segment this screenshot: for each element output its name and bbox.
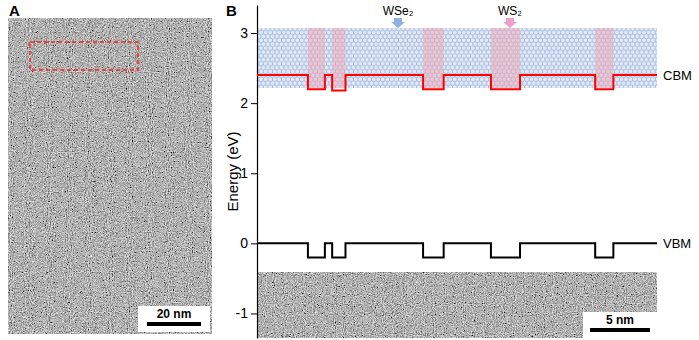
series-label: CBM	[663, 68, 692, 83]
material-label: WS₂	[498, 4, 522, 18]
ws2-band	[332, 28, 345, 88]
y-tick: 3	[240, 25, 257, 41]
y-tick-mark	[251, 103, 257, 104]
material-label: WSe₂	[383, 4, 414, 18]
arrow	[503, 18, 517, 28]
ws2-band	[423, 28, 444, 88]
y-tick: -1	[236, 305, 257, 321]
tem-strip	[257, 272, 657, 338]
selection-box	[30, 42, 138, 70]
y-tick-label: 2	[240, 95, 248, 111]
y-axis-line	[257, 6, 258, 339]
band-edge-line	[257, 243, 657, 257]
y-tick-mark	[251, 33, 257, 34]
y-tick-mark	[251, 313, 257, 314]
y-tick-label: -1	[236, 305, 249, 321]
lines	[257, 75, 657, 257]
lattice-schematic	[257, 28, 657, 88]
y-tick: 2	[240, 95, 257, 111]
ws2-band	[595, 28, 613, 88]
tem-image	[8, 18, 212, 334]
y-tick-label: 3	[240, 25, 248, 41]
ws2-bands	[308, 28, 613, 88]
scale-bar	[590, 328, 650, 332]
series-label: VBM	[663, 236, 691, 251]
y-tick-label: 0	[240, 235, 248, 251]
figure: 20 nm A B WSe₂ WS₂ 5 nm 3 2 1 0 -1 Energy (eV) CBM VB…	[0, 0, 699, 340]
y-tick-mark	[251, 243, 257, 244]
panel-label: B	[226, 2, 237, 19]
y-axis-title: Energy (eV)	[224, 131, 241, 211]
arrow	[391, 18, 405, 28]
y-tick: 1	[240, 165, 257, 181]
panel-label: A	[9, 2, 20, 19]
scale-bar-label: 20 nm	[157, 307, 192, 321]
scale-bar	[147, 322, 201, 326]
scale-bar-box	[138, 306, 210, 332]
ws2-band	[491, 28, 520, 88]
band-edge-line	[257, 75, 657, 90]
y-tick-label: 1	[240, 165, 248, 181]
ws2-band	[308, 28, 325, 88]
y-tick-mark	[251, 173, 257, 174]
scale-bar-label: 5 nm	[606, 313, 634, 327]
scale-bar-box	[583, 312, 657, 338]
y-tick: 0	[240, 235, 257, 251]
